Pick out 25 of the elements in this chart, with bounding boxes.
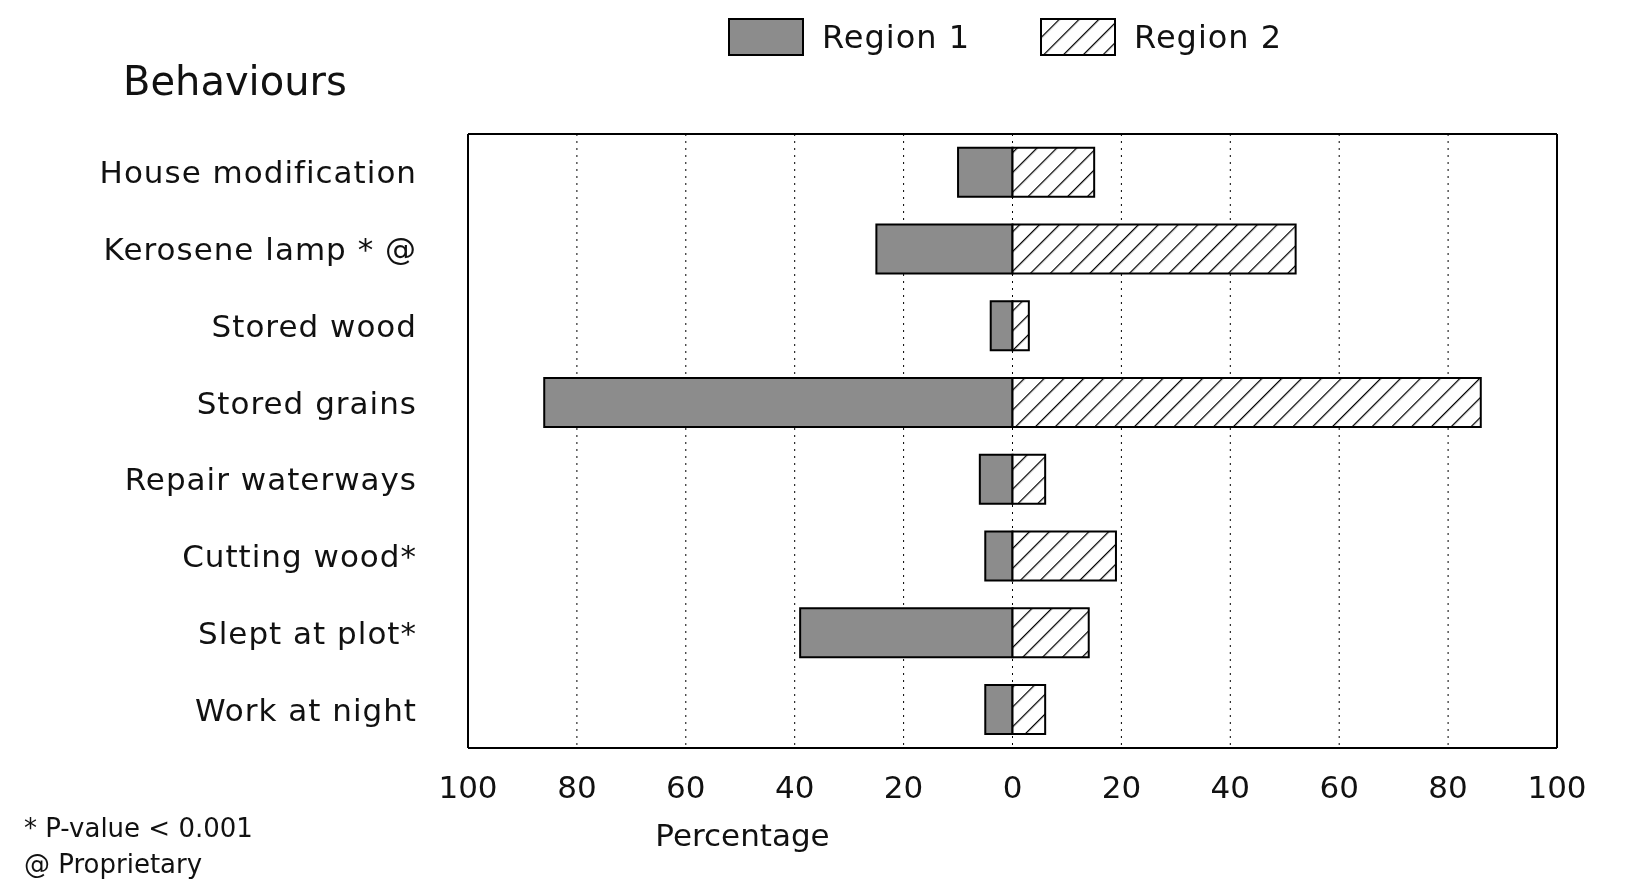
y-tick-label: Stored wood — [211, 307, 417, 344]
legend-label: Region 1 — [822, 18, 971, 56]
y-tick-label: Repair waterways — [124, 461, 417, 498]
y-tick-label: Cutting wood* — [182, 538, 417, 575]
text: * P-value < 0.001 — [24, 813, 253, 843]
y-tick-label: Stored grains — [196, 384, 417, 421]
y-tick-label: Work at night — [194, 691, 417, 728]
x-tick-label: 80 — [557, 769, 597, 806]
x-axis-title: Percentage — [655, 817, 830, 853]
x-tick-label: 20 — [1101, 769, 1142, 806]
y-tick-label: Kerosene lamp * @ — [103, 231, 417, 268]
x-tick-label: 0 — [1002, 769, 1023, 806]
x-tick-label: 60 — [1319, 769, 1359, 806]
x-tick-label: 100 — [438, 769, 498, 806]
x-tick-label: 80 — [1428, 769, 1468, 806]
x-tick-label: 40 — [774, 769, 815, 806]
y-tick-label: House modification — [99, 154, 417, 191]
y-tick-label: Slept at plot* — [198, 614, 417, 651]
x-tick-label: 60 — [666, 769, 706, 806]
x-tick-label: 20 — [883, 769, 924, 806]
x-tick-label: 40 — [1210, 769, 1251, 806]
x-tick-label: 100 — [1527, 769, 1587, 806]
legend-label: Region 2 — [1134, 18, 1283, 56]
y-axis-title: Behaviours — [123, 58, 347, 104]
text: @ Proprietary — [24, 849, 203, 879]
